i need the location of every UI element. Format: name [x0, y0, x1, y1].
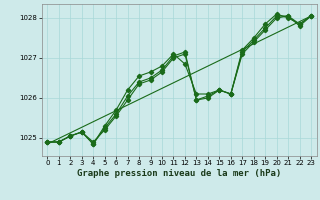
X-axis label: Graphe pression niveau de la mer (hPa): Graphe pression niveau de la mer (hPa) — [77, 169, 281, 178]
